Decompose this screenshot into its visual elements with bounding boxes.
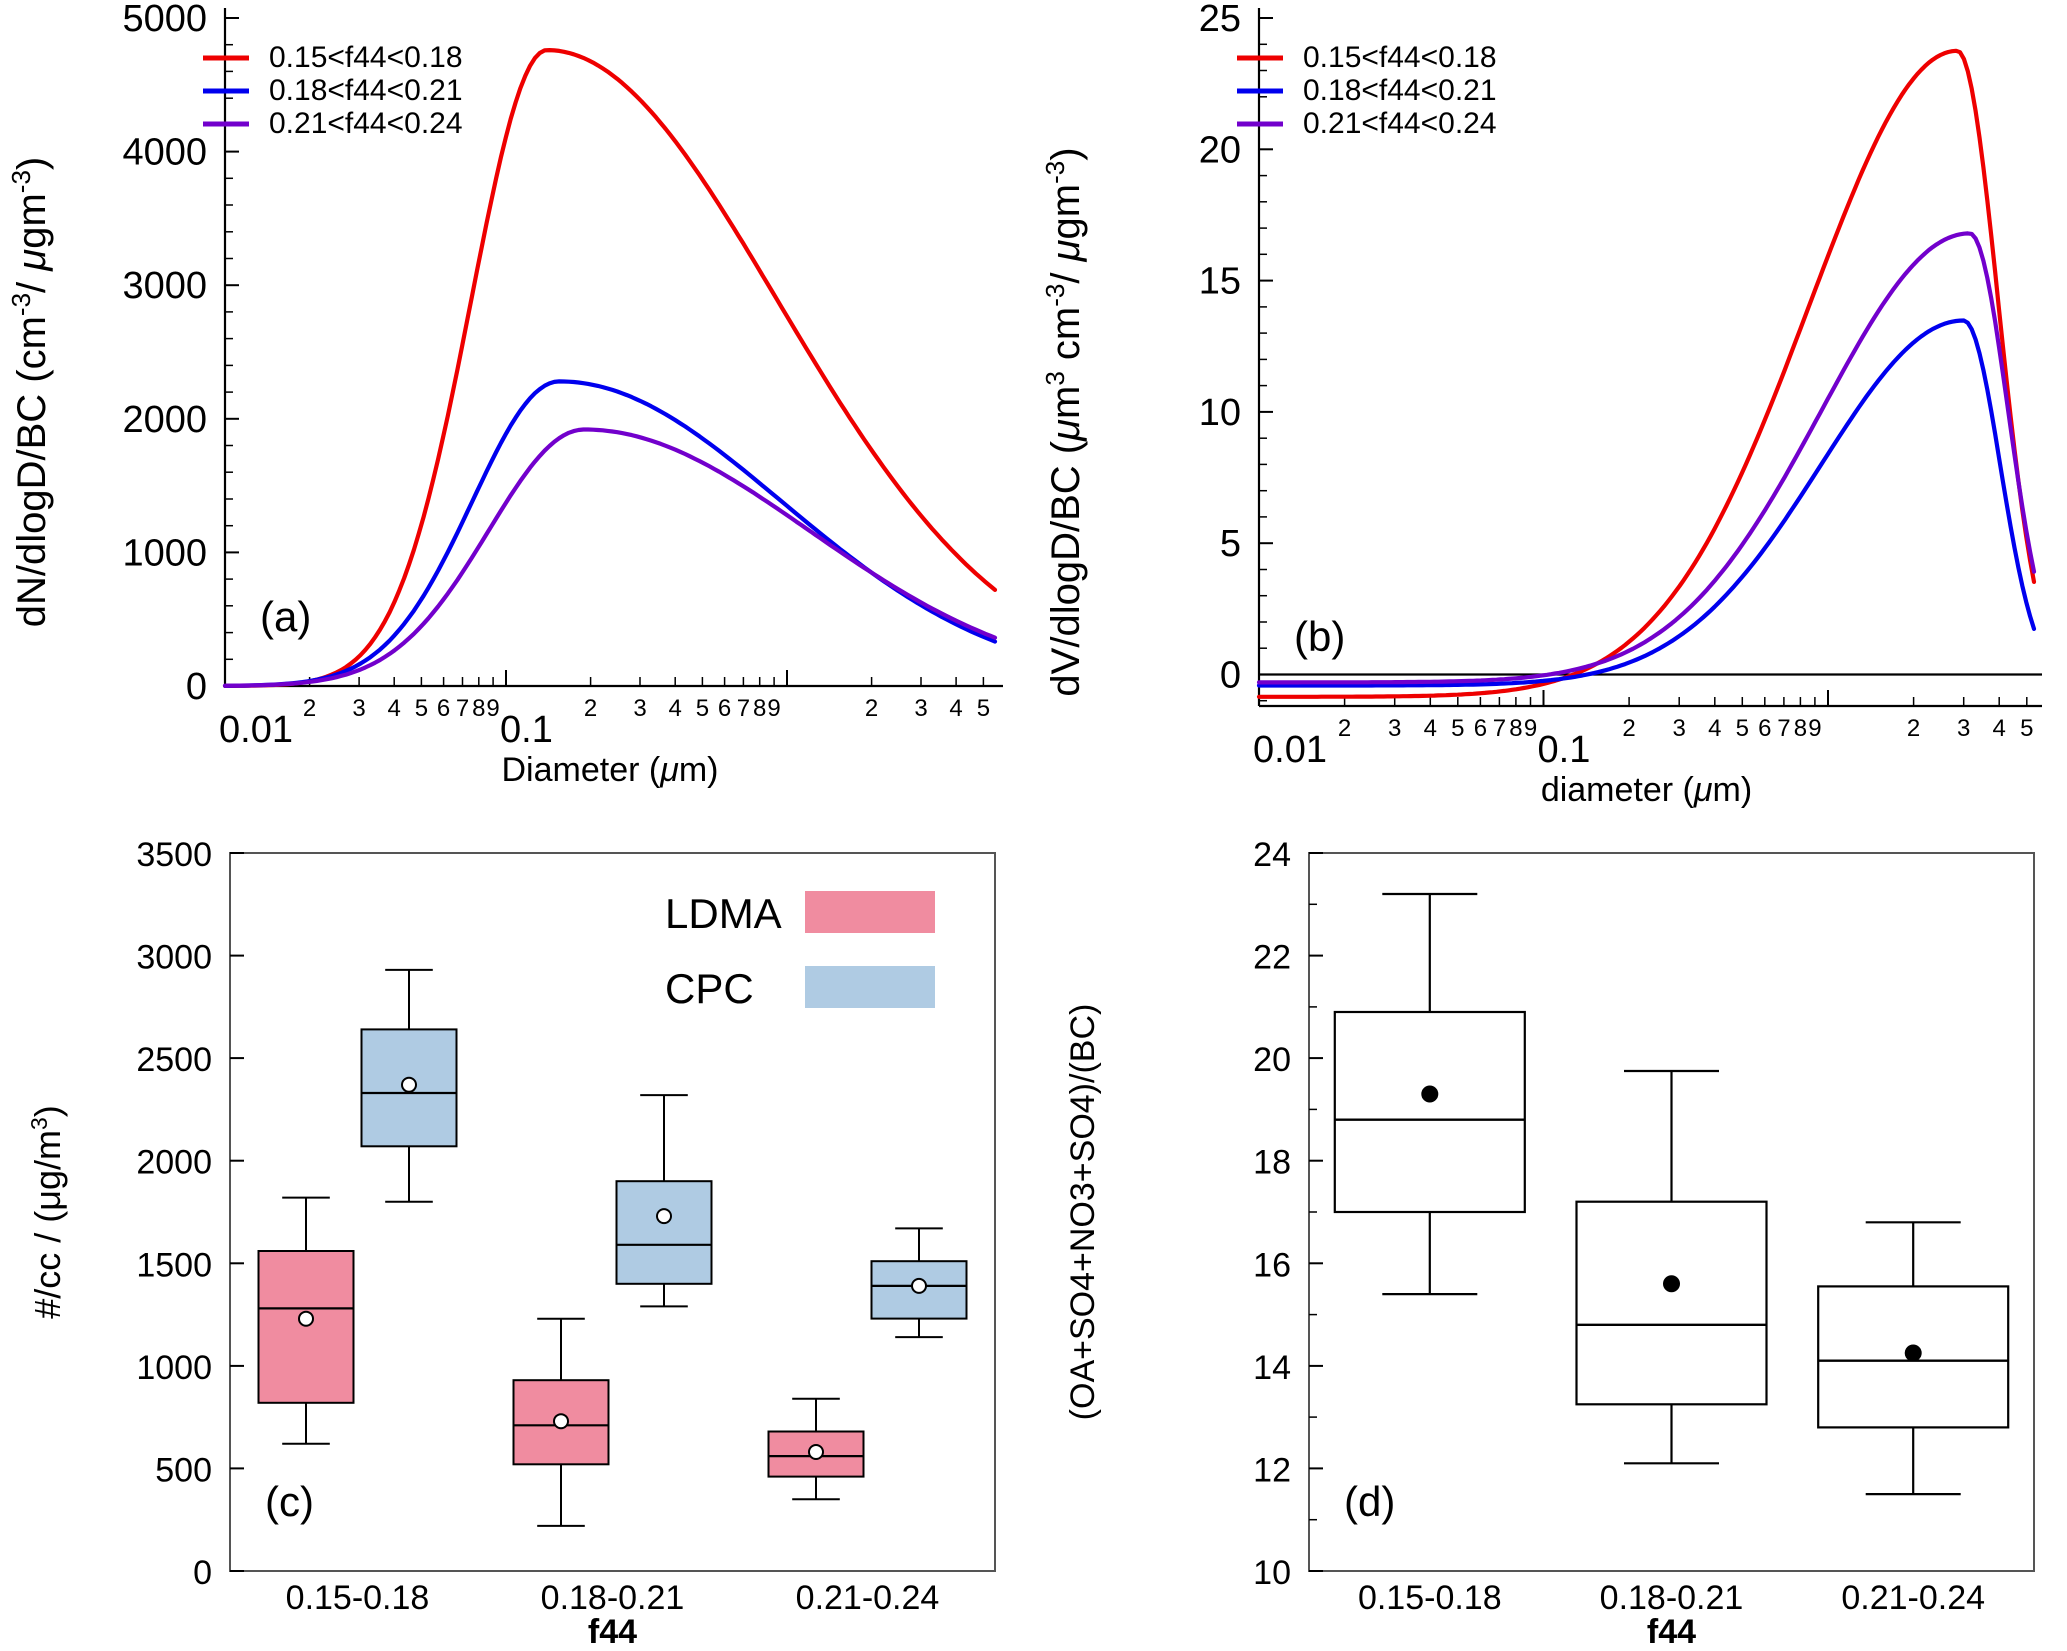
svg-text:12: 12: [1253, 1451, 1291, 1489]
svg-text:#/cc / (μg/m3): #/cc / (μg/m3): [26, 1105, 68, 1319]
svg-text:0: 0: [1220, 655, 1241, 697]
svg-text:3: 3: [914, 695, 927, 722]
svg-text:8: 8: [1794, 715, 1807, 742]
svg-text:2: 2: [1907, 715, 1920, 742]
svg-text:0.18-0.21: 0.18-0.21: [1600, 1579, 1744, 1617]
svg-text:3: 3: [1957, 715, 1970, 742]
svg-text:20: 20: [1253, 1041, 1291, 1079]
svg-text:0.15<f44<0.18: 0.15<f44<0.18: [1303, 41, 1497, 74]
svg-text:14: 14: [1253, 1349, 1291, 1387]
svg-text:Diameter (μm): Diameter (μm): [502, 751, 719, 789]
svg-text:(OA+SO4+NO3+SO4)/(BC): (OA+SO4+NO3+SO4)/(BC): [1064, 1004, 1102, 1421]
svg-text:2: 2: [584, 695, 597, 722]
svg-text:7: 7: [456, 695, 469, 722]
svg-text:5: 5: [415, 695, 428, 722]
svg-text:0.21-0.24: 0.21-0.24: [796, 1579, 940, 1617]
svg-text:0.18<f44<0.21: 0.18<f44<0.21: [1303, 74, 1497, 107]
svg-text:(a): (a): [260, 593, 311, 640]
svg-text:4: 4: [1993, 715, 2006, 742]
svg-text:1500: 1500: [136, 1246, 212, 1284]
svg-text:9: 9: [486, 695, 499, 722]
svg-text:(c): (c): [265, 1478, 314, 1525]
svg-text:f44: f44: [1647, 1613, 1696, 1646]
svg-text:22: 22: [1253, 939, 1291, 977]
svg-text:dV/dlogD/BC (μm3 cm-3/ μgm-3): dV/dlogD/BC (μm3 cm-3/ μgm-3): [1040, 147, 1088, 696]
svg-text:15: 15: [1199, 261, 1241, 303]
svg-text:9: 9: [767, 695, 780, 722]
svg-text:7: 7: [1777, 715, 1790, 742]
svg-text:24: 24: [1253, 836, 1291, 874]
svg-text:8: 8: [1509, 715, 1522, 742]
svg-text:4: 4: [388, 695, 401, 722]
svg-text:0.18-0.21: 0.18-0.21: [541, 1579, 685, 1617]
svg-text:0.21<f44<0.24: 0.21<f44<0.24: [269, 107, 463, 140]
svg-text:0.15-0.18: 0.15-0.18: [1358, 1579, 1502, 1617]
svg-text:8: 8: [472, 695, 485, 722]
svg-text:3000: 3000: [122, 265, 207, 307]
svg-text:4: 4: [1708, 715, 1721, 742]
svg-text:(b): (b): [1294, 613, 1345, 660]
svg-text:9: 9: [1524, 715, 1537, 742]
svg-text:2: 2: [865, 695, 878, 722]
svg-text:3: 3: [1673, 715, 1686, 742]
svg-text:0.21<f44<0.24: 0.21<f44<0.24: [1303, 107, 1497, 140]
svg-text:25: 25: [1199, 0, 1241, 40]
svg-text:5: 5: [1451, 715, 1464, 742]
svg-text:3: 3: [633, 695, 646, 722]
svg-text:2: 2: [303, 695, 316, 722]
svg-text:2: 2: [1338, 715, 1351, 742]
svg-text:6: 6: [437, 695, 450, 722]
svg-text:5: 5: [1220, 523, 1241, 565]
svg-text:6: 6: [1474, 715, 1487, 742]
svg-text:5: 5: [2020, 715, 2033, 742]
svg-text:1000: 1000: [122, 532, 207, 574]
svg-text:1000: 1000: [136, 1349, 212, 1387]
svg-text:4000: 4000: [122, 132, 207, 174]
svg-text:0.15-0.18: 0.15-0.18: [286, 1579, 430, 1617]
svg-text:7: 7: [737, 695, 750, 722]
svg-text:0: 0: [193, 1554, 212, 1592]
svg-text:0.1: 0.1: [1538, 729, 1591, 771]
svg-text:5: 5: [1736, 715, 1749, 742]
svg-text:10: 10: [1199, 392, 1241, 434]
svg-text:18: 18: [1253, 1144, 1291, 1182]
svg-text:3: 3: [352, 695, 365, 722]
svg-text:(d): (d): [1344, 1478, 1395, 1525]
svg-text:0: 0: [186, 666, 207, 708]
svg-text:4: 4: [1424, 715, 1437, 742]
svg-text:5000: 5000: [122, 0, 207, 40]
svg-text:3: 3: [1388, 715, 1401, 742]
svg-text:0.15<f44<0.18: 0.15<f44<0.18: [269, 41, 463, 74]
svg-text:6: 6: [718, 695, 731, 722]
svg-text:0.1: 0.1: [500, 709, 553, 751]
svg-text:9: 9: [1808, 715, 1821, 742]
svg-text:3000: 3000: [136, 939, 212, 977]
svg-text:0.01: 0.01: [219, 709, 293, 751]
svg-text:f44: f44: [588, 1613, 637, 1646]
svg-text:3500: 3500: [136, 836, 212, 874]
svg-text:CPC: CPC: [665, 965, 754, 1012]
svg-text:0.21-0.24: 0.21-0.24: [1841, 1579, 1985, 1617]
svg-text:6: 6: [1758, 715, 1771, 742]
svg-text:4: 4: [669, 695, 682, 722]
svg-text:7: 7: [1493, 715, 1506, 742]
svg-text:dN/dlogD/BC (cm-3/ μgm-3): dN/dlogD/BC (cm-3/ μgm-3): [6, 157, 54, 628]
svg-text:2000: 2000: [136, 1144, 212, 1182]
svg-text:2500: 2500: [136, 1041, 212, 1079]
svg-text:diameter (μm): diameter (μm): [1541, 771, 1752, 809]
svg-text:LDMA: LDMA: [665, 890, 782, 937]
svg-text:16: 16: [1253, 1246, 1291, 1284]
svg-text:5: 5: [696, 695, 709, 722]
svg-text:20: 20: [1199, 129, 1241, 171]
svg-text:500: 500: [155, 1451, 212, 1489]
svg-text:0.18<f44<0.21: 0.18<f44<0.21: [269, 74, 463, 107]
svg-text:4: 4: [949, 695, 962, 722]
svg-text:0.01: 0.01: [1253, 729, 1327, 771]
svg-text:5: 5: [977, 695, 990, 722]
svg-text:2000: 2000: [122, 399, 207, 441]
svg-text:2: 2: [1622, 715, 1635, 742]
svg-text:10: 10: [1253, 1554, 1291, 1592]
svg-text:8: 8: [753, 695, 766, 722]
